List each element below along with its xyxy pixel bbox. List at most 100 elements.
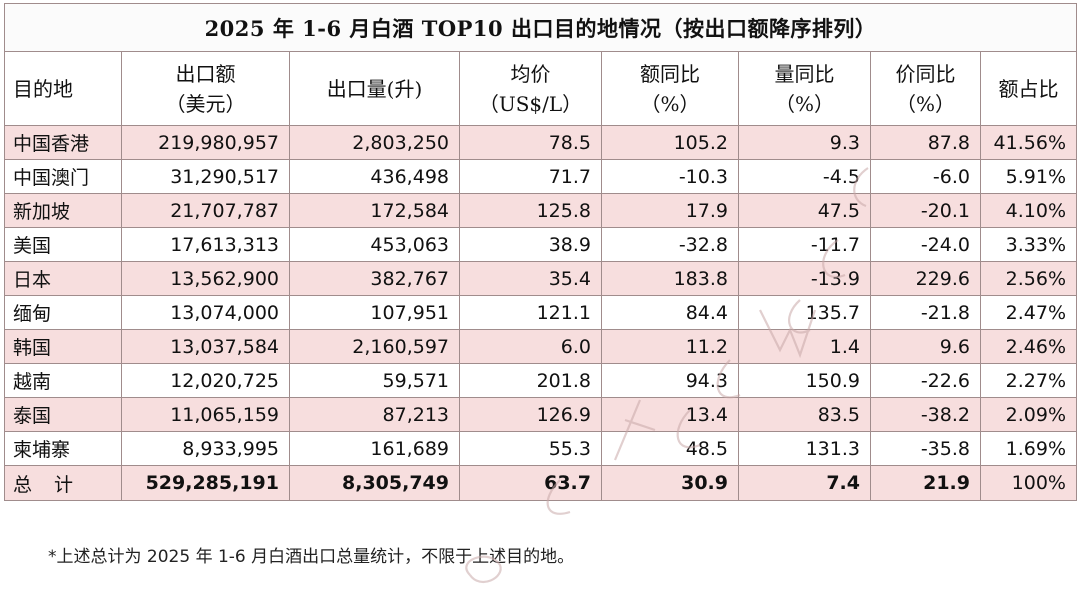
export-volume-cell: 161,689 xyxy=(289,431,460,466)
avg-price-cell: 121.1 xyxy=(459,295,602,330)
avg-price-cell: 78.5 xyxy=(459,125,602,160)
header-avg-price: 均价 （US$/L） xyxy=(459,51,602,126)
value-share-cell: 2.46% xyxy=(980,329,1077,364)
header-export-value: 出口额 （美元） xyxy=(121,51,290,126)
export-volume-cell: 172,584 xyxy=(289,193,460,228)
destination-cell: 日本 xyxy=(4,261,122,296)
table-header-row: 目的地 出口额 （美元） 出口量(升) 均价 （US$/L） 额同比 （%） 量同比 （%… xyxy=(4,51,1077,126)
volume-yoy-cell: -4.5 xyxy=(738,159,871,194)
avg-price-cell: 35.4 xyxy=(459,261,602,296)
avg-price-cell: 71.7 xyxy=(459,159,602,194)
total-value-share-cell: 100% xyxy=(980,465,1077,501)
table-row: 中国澳门 31,290,517 436,498 71.7 -10.3 -4.5 -6.0 5.… xyxy=(4,159,1077,194)
table-row: 美国 17,613,313 453,063 38.9 -32.8 -11.7 -24.0 3.… xyxy=(4,227,1077,262)
table-row: 日本 13,562,900 382,767 35.4 183.8 -13.9 229.6 2.… xyxy=(4,261,1077,296)
total-avg-price-cell: 63.7 xyxy=(459,465,602,501)
total-row: 总计 529,285,191 8,305,749 63.7 30.9 7.4 21.9 100… xyxy=(4,465,1077,501)
avg-price-cell: 126.9 xyxy=(459,397,602,432)
destination-cell: 韩国 xyxy=(4,329,122,364)
destination-cell: 泰国 xyxy=(4,397,122,432)
export-value-cell: 8,933,995 xyxy=(121,431,290,466)
export-volume-cell: 2,160,597 xyxy=(289,329,460,364)
avg-price-cell: 38.9 xyxy=(459,227,602,262)
volume-yoy-cell: 1.4 xyxy=(738,329,871,364)
export-value-cell: 219,980,957 xyxy=(121,125,290,160)
export-value-cell: 21,707,787 xyxy=(121,193,290,228)
total-label: 总计 xyxy=(4,465,122,501)
value-yoy-cell: 105.2 xyxy=(601,125,739,160)
price-yoy-cell: 229.6 xyxy=(870,261,981,296)
value-yoy-cell: -32.8 xyxy=(601,227,739,262)
destination-cell: 中国香港 xyxy=(4,125,122,160)
volume-yoy-cell: 150.9 xyxy=(738,363,871,398)
value-yoy-cell: -10.3 xyxy=(601,159,739,194)
value-yoy-cell: 94.3 xyxy=(601,363,739,398)
price-yoy-cell: -22.6 xyxy=(870,363,981,398)
table-row: 韩国 13,037,584 2,160,597 6.0 11.2 1.4 9.6 2.46% xyxy=(4,329,1077,364)
destination-cell: 柬埔寨 xyxy=(4,431,122,466)
value-share-cell: 3.33% xyxy=(980,227,1077,262)
export-volume-cell: 2,803,250 xyxy=(289,125,460,160)
avg-price-cell: 201.8 xyxy=(459,363,602,398)
export-value-cell: 31,290,517 xyxy=(121,159,290,194)
export-volume-cell: 59,571 xyxy=(289,363,460,398)
export-value-cell: 11,065,159 xyxy=(121,397,290,432)
volume-yoy-cell: -13.9 xyxy=(738,261,871,296)
value-yoy-cell: 183.8 xyxy=(601,261,739,296)
table-row: 中国香港 219,980,957 2,803,250 78.5 105.2 9.3 87.8… xyxy=(4,125,1077,160)
export-destinations-table: 2025 年 1-6 月白酒 TOP10 出口目的地情况（按出口额降序排列） 目… xyxy=(4,3,1077,501)
value-yoy-cell: 17.9 xyxy=(601,193,739,228)
export-table-container: 2025 年 1-6 月白酒 TOP10 出口目的地情况（按出口额降序排列） 目… xyxy=(4,3,1077,501)
price-yoy-cell: -35.8 xyxy=(870,431,981,466)
value-share-cell: 41.56% xyxy=(980,125,1077,160)
total-volume-yoy-cell: 7.4 xyxy=(738,465,871,501)
footnote: *上述总计为 2025 年 1-6 月白酒出口总量统计，不限于上述目的地。 xyxy=(48,547,575,567)
volume-yoy-cell: 131.3 xyxy=(738,431,871,466)
export-volume-cell: 436,498 xyxy=(289,159,460,194)
value-share-cell: 2.47% xyxy=(980,295,1077,330)
value-share-cell: 2.56% xyxy=(980,261,1077,296)
destination-cell: 越南 xyxy=(4,363,122,398)
export-volume-cell: 382,767 xyxy=(289,261,460,296)
value-yoy-cell: 84.4 xyxy=(601,295,739,330)
table-row: 新加坡 21,707,787 172,584 125.8 17.9 47.5 -20.1 4.… xyxy=(4,193,1077,228)
value-share-cell: 5.91% xyxy=(980,159,1077,194)
price-yoy-cell: -21.8 xyxy=(870,295,981,330)
volume-yoy-cell: 47.5 xyxy=(738,193,871,228)
value-share-cell: 1.69% xyxy=(980,431,1077,466)
total-export-value-cell: 529,285,191 xyxy=(121,465,290,501)
price-yoy-cell: -20.1 xyxy=(870,193,981,228)
table-row: 缅甸 13,074,000 107,951 121.1 84.4 135.7 -21.8 2.… xyxy=(4,295,1077,330)
header-volume-yoy: 量同比 （%） xyxy=(738,51,871,126)
avg-price-cell: 125.8 xyxy=(459,193,602,228)
table-title: 2025 年 1-6 月白酒 TOP10 出口目的地情况（按出口额降序排列） xyxy=(4,3,1077,52)
export-volume-cell: 107,951 xyxy=(289,295,460,330)
volume-yoy-cell: 9.3 xyxy=(738,125,871,160)
export-value-cell: 12,020,725 xyxy=(121,363,290,398)
table-body: 中国香港 219,980,957 2,803,250 78.5 105.2 9.3 87.8… xyxy=(4,125,1077,501)
price-yoy-cell: 87.8 xyxy=(870,125,981,160)
export-value-cell: 17,613,313 xyxy=(121,227,290,262)
value-yoy-cell: 11.2 xyxy=(601,329,739,364)
table-row: 柬埔寨 8,933,995 161,689 55.3 48.5 131.3 -35.8 1.6… xyxy=(4,431,1077,466)
total-price-yoy-cell: 21.9 xyxy=(870,465,981,501)
total-value-yoy-cell: 30.9 xyxy=(601,465,739,501)
value-share-cell: 4.10% xyxy=(980,193,1077,228)
price-yoy-cell: 9.6 xyxy=(870,329,981,364)
destination-cell: 中国澳门 xyxy=(4,159,122,194)
header-value-share: 额占比 xyxy=(980,51,1077,126)
destination-cell: 美国 xyxy=(4,227,122,262)
volume-yoy-cell: 135.7 xyxy=(738,295,871,330)
value-yoy-cell: 48.5 xyxy=(601,431,739,466)
value-share-cell: 2.09% xyxy=(980,397,1077,432)
destination-cell: 新加坡 xyxy=(4,193,122,228)
export-value-cell: 13,074,000 xyxy=(121,295,290,330)
export-volume-cell: 453,063 xyxy=(289,227,460,262)
value-share-cell: 2.27% xyxy=(980,363,1077,398)
total-export-volume-cell: 8,305,749 xyxy=(289,465,460,501)
export-volume-cell: 87,213 xyxy=(289,397,460,432)
header-export-volume: 出口量(升) xyxy=(289,51,460,126)
destination-cell: 缅甸 xyxy=(4,295,122,330)
export-value-cell: 13,037,584 xyxy=(121,329,290,364)
volume-yoy-cell: 83.5 xyxy=(738,397,871,432)
